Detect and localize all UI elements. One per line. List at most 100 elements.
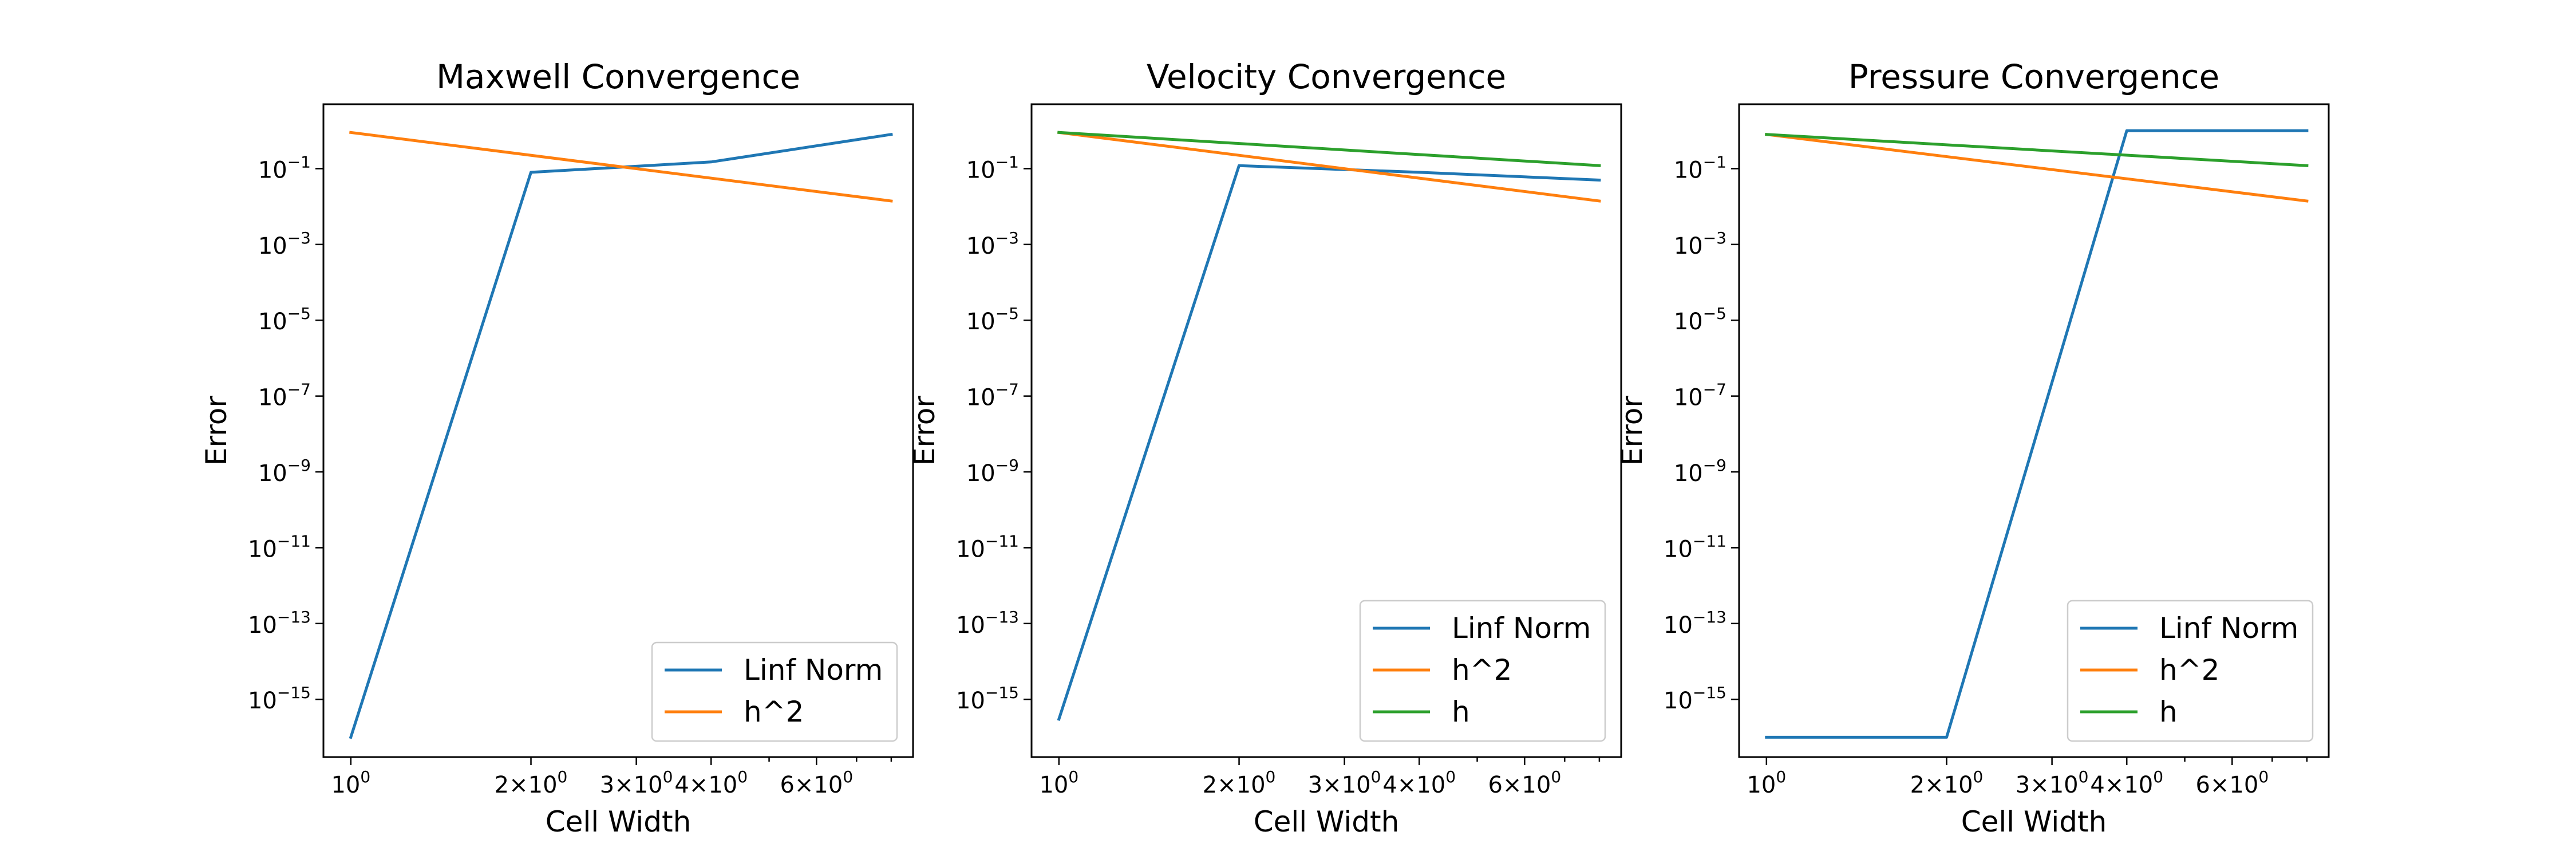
x-tick-mantissa: 3× xyxy=(1308,772,1342,798)
y-tick-label: 10−11 xyxy=(956,531,1019,562)
x-tick-base: 10 xyxy=(1944,772,1973,798)
x-tick-label: 100 xyxy=(1747,767,1786,798)
x-tick-base: 10 xyxy=(1236,772,1266,798)
y-tick-exponent: −7 xyxy=(995,380,1019,399)
x-tick-label: 4×100 xyxy=(674,767,748,798)
x-tick-label: 6×100 xyxy=(2195,767,2269,798)
y-tick-exponent: −7 xyxy=(1703,380,1726,399)
x-axis-label: Cell Width xyxy=(1961,805,2107,838)
x-tick-exponent: 0 xyxy=(2258,767,2269,786)
y-tick-label: 10−5 xyxy=(1674,304,1726,335)
y-tick-exponent: −3 xyxy=(995,228,1019,247)
x-tick-exponent: 0 xyxy=(663,767,673,786)
x-tick-exponent: 0 xyxy=(558,767,568,786)
x-tick-mantissa: 6× xyxy=(2195,772,2229,798)
x-tick-base: 10 xyxy=(1039,772,1068,798)
x-tick-base: 10 xyxy=(1522,772,1551,798)
legend-box xyxy=(1359,600,1606,742)
x-tick-exponent: 0 xyxy=(2079,767,2089,786)
x-tick-label: 2×100 xyxy=(1203,767,1276,798)
x-tick-base: 10 xyxy=(2124,772,2153,798)
x-tick-exponent: 0 xyxy=(2153,767,2163,786)
y-tick-base: 10 xyxy=(1674,460,1703,487)
y-tick-base: 10 xyxy=(956,612,985,639)
x-tick-label: 100 xyxy=(331,767,370,798)
legend: Linf Norm h^2 xyxy=(651,641,898,742)
x-tick-base: 10 xyxy=(1416,772,1445,798)
legend-entry-label: h xyxy=(1452,695,1470,728)
x-tick-label: 3×100 xyxy=(1308,767,1381,798)
y-tick-exponent: −15 xyxy=(1693,683,1726,702)
series-line-h xyxy=(1765,133,2309,167)
y-tick-label: 10−15 xyxy=(248,683,311,714)
y-tick-label: 10−13 xyxy=(1664,608,1726,639)
y-tick-base: 10 xyxy=(966,157,995,183)
y-tick-exponent: −11 xyxy=(1693,531,1726,550)
y-tick-base: 10 xyxy=(1674,233,1703,259)
y-tick-exponent: −9 xyxy=(287,456,311,475)
x-tick-base: 10 xyxy=(1747,772,1776,798)
y-tick-label: 10−3 xyxy=(966,228,1019,259)
axes-frame xyxy=(322,103,914,758)
y-axis-label: Error xyxy=(200,396,233,466)
y-tick-label: 10−9 xyxy=(1674,456,1726,487)
y-tick-exponent: −13 xyxy=(1693,608,1726,626)
legend-entry-label: Linf Norm xyxy=(1452,612,1591,645)
y-tick-base: 10 xyxy=(966,385,995,411)
x-tick-label: 2×100 xyxy=(495,767,568,798)
legend: Linf Norm h^2 h xyxy=(2067,600,2314,742)
x-tick-mantissa: 3× xyxy=(600,772,634,798)
y-tick-label: 10−5 xyxy=(966,304,1019,335)
legend-entry-label: h^2 xyxy=(744,695,804,728)
chart-title: Maxwell Convergence xyxy=(436,57,800,96)
x-tick-base: 10 xyxy=(2229,772,2258,798)
y-tick-base: 10 xyxy=(258,460,287,487)
x-tick-mantissa: 3× xyxy=(2016,772,2049,798)
y-tick-exponent: −15 xyxy=(277,683,311,702)
x-tick-exponent: 0 xyxy=(1776,767,1786,786)
y-tick-base: 10 xyxy=(258,233,287,259)
y-tick-base: 10 xyxy=(248,536,277,562)
y-tick-base: 10 xyxy=(248,688,277,714)
y-tick-base: 10 xyxy=(956,536,985,562)
y-tick-base: 10 xyxy=(1664,536,1693,562)
axes-frame xyxy=(1030,103,1622,758)
x-tick-exponent: 0 xyxy=(843,767,853,786)
y-tick-base: 10 xyxy=(258,309,287,335)
legend-box xyxy=(651,641,898,742)
y-tick-exponent: −11 xyxy=(277,531,311,550)
x-tick-label: 100 xyxy=(1039,767,1078,798)
y-tick-label: 10−11 xyxy=(248,531,311,562)
series-line-linf-norm xyxy=(1765,129,2309,739)
x-tick-label: 6×100 xyxy=(780,767,853,798)
x-tick-base: 10 xyxy=(1342,772,1371,798)
y-tick-exponent: −5 xyxy=(1703,304,1726,323)
x-tick-label: 4×100 xyxy=(2090,767,2163,798)
y-tick-exponent: −9 xyxy=(995,456,1019,475)
y-tick-exponent: −9 xyxy=(1703,456,1726,475)
y-tick-base: 10 xyxy=(966,233,995,259)
y-tick-exponent: −1 xyxy=(1703,152,1726,171)
y-tick-label: 10−1 xyxy=(1674,152,1726,183)
x-tick-base: 10 xyxy=(813,772,843,798)
y-tick-exponent: −3 xyxy=(287,228,311,247)
legend-entry-label: h^2 xyxy=(1452,653,1512,687)
y-tick-label: 10−1 xyxy=(258,152,311,183)
x-tick-base: 10 xyxy=(528,772,558,798)
y-tick-exponent: −5 xyxy=(995,304,1019,323)
y-tick-label: 10−3 xyxy=(258,228,311,259)
y-tick-label: 10−7 xyxy=(966,380,1019,411)
y-axis-label: Error xyxy=(1615,396,1649,466)
y-tick-label: 10−13 xyxy=(956,608,1019,639)
y-tick-label: 10−7 xyxy=(1674,380,1726,411)
y-tick-base: 10 xyxy=(966,309,995,335)
y-tick-label: 10−9 xyxy=(258,456,311,487)
x-tick-exponent: 0 xyxy=(737,767,748,786)
y-tick-base: 10 xyxy=(258,157,287,183)
x-tick-label: 2×100 xyxy=(1910,767,1984,798)
y-axis-label: Error xyxy=(908,396,941,466)
y-tick-base: 10 xyxy=(956,688,985,714)
x-tick-label: 6×100 xyxy=(1488,767,1561,798)
